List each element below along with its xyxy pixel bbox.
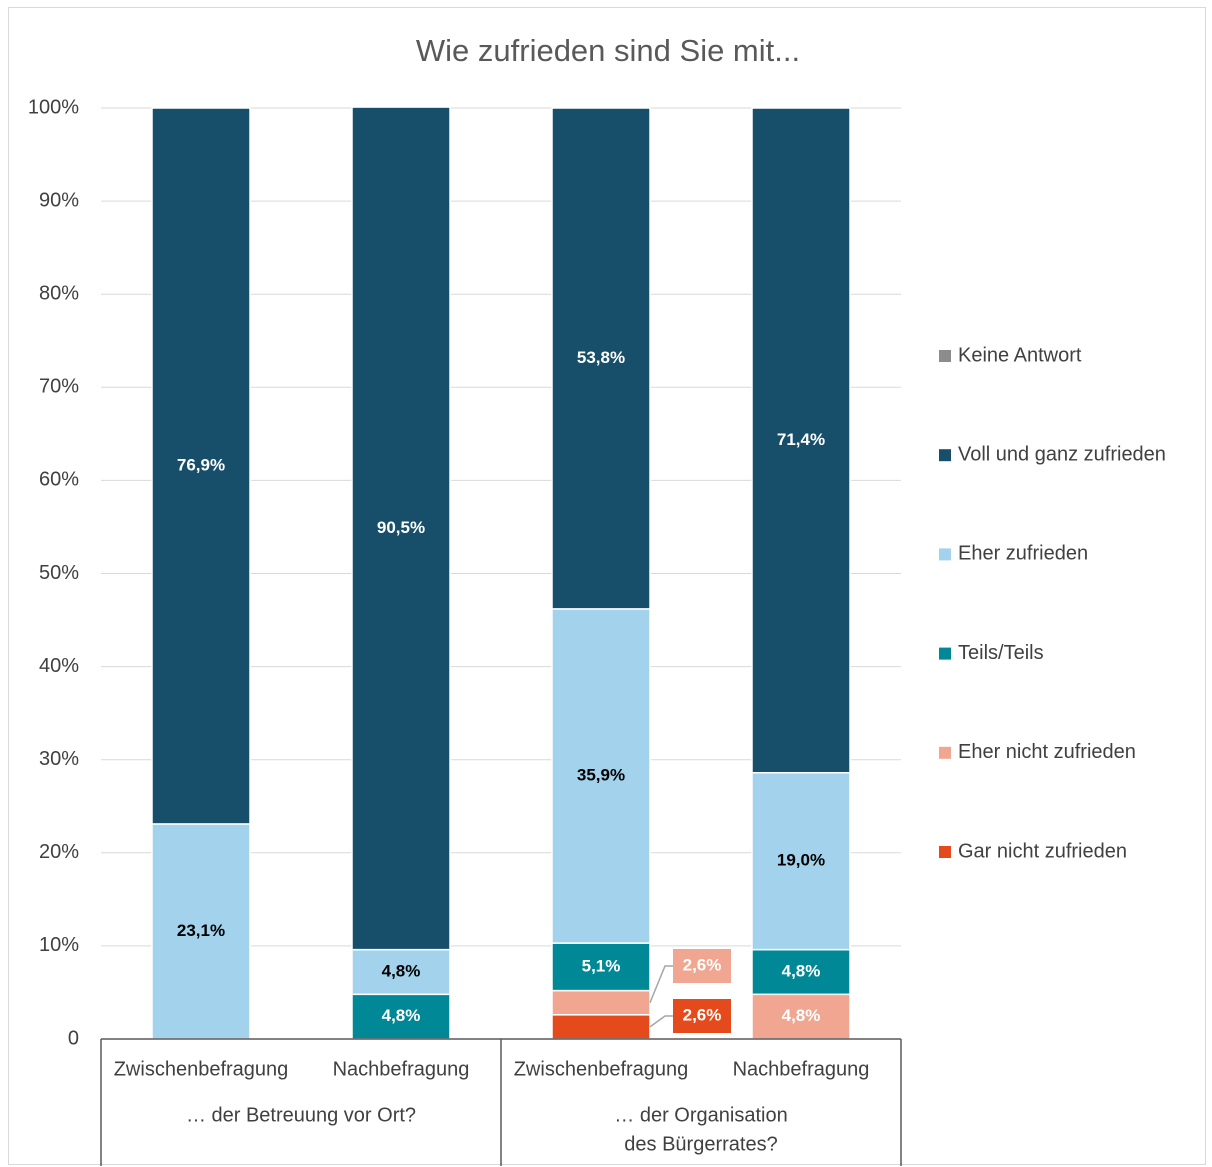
data-label: 71,4% <box>777 430 825 449</box>
bar-segment <box>151 107 251 825</box>
bar-segment <box>751 771 851 951</box>
y-tick-label: 50% <box>39 562 79 584</box>
callout-box <box>673 999 731 1033</box>
bar-segment <box>751 107 851 774</box>
y-tick-label: 100% <box>28 96 79 118</box>
data-label: 4,8% <box>382 961 421 980</box>
callout-label: 2,6% <box>683 1005 722 1024</box>
y-tick-label: 20% <box>39 841 79 863</box>
x-group-label: … der Betreuung vor Ort? <box>186 1104 416 1126</box>
legend-label: Keine Antwort <box>958 344 1082 366</box>
data-label: 4,8% <box>382 1006 421 1025</box>
legend-swatch <box>939 449 951 462</box>
bar-segment <box>551 989 651 1016</box>
y-tick-label: 40% <box>39 655 79 677</box>
legend-swatch <box>939 846 951 858</box>
bar-segment <box>551 942 651 992</box>
y-tick-label: 80% <box>39 282 79 304</box>
legend-swatch <box>939 746 951 759</box>
bar-segment <box>551 107 651 610</box>
y-tick-label: 90% <box>39 189 79 211</box>
legend-label: Gar nicht zufrieden <box>958 840 1127 862</box>
data-label: 23,1% <box>177 921 225 940</box>
legend-label: Eher zufrieden <box>958 543 1088 565</box>
data-label: 5,1% <box>582 956 621 975</box>
callout-leader-line <box>649 1015 673 1028</box>
y-tick-label: 60% <box>39 469 79 491</box>
x-tick-label: Nachbefragung <box>733 1058 870 1080</box>
callout-box <box>673 949 731 983</box>
bar-segment <box>351 106 451 951</box>
stacked-bar-chart: Wie zufrieden sind Sie mit... 0 10% 20% 30% 4… <box>28 33 1166 1166</box>
y-tick-label: 30% <box>39 748 79 770</box>
callout-leader-line <box>649 965 673 1003</box>
legend-swatch <box>939 350 951 362</box>
data-label: 4,8% <box>782 961 821 980</box>
chart-container: Wie zufrieden sind Sie mit... 0 10% 20% 30% 4… <box>8 7 1206 1166</box>
legend-label: Teils/Teils <box>958 642 1044 664</box>
chart-title: Wie zufrieden sind Sie mit... <box>416 33 800 68</box>
legend-label: Voll und ganz zufrieden <box>958 443 1166 465</box>
data-label: 53,8% <box>577 348 625 367</box>
data-label: 90,5% <box>377 518 425 537</box>
legend-swatch <box>939 647 951 660</box>
y-tick-label: 10% <box>39 934 79 956</box>
legend-label: Eher nicht zufrieden <box>958 741 1136 763</box>
bar-segment <box>551 608 651 944</box>
x-group-label: … der Organisation <box>614 1104 787 1126</box>
data-label: 4,8% <box>782 1006 821 1025</box>
x-tick-label: Zwischenbefragung <box>114 1058 289 1080</box>
callout-label: 2,6% <box>683 955 722 974</box>
x-tick-label: Zwischenbefragung <box>514 1058 689 1080</box>
legend-swatch <box>939 548 951 561</box>
bar-segment <box>351 948 451 996</box>
bar-segment <box>551 1014 651 1040</box>
y-tick-label: 70% <box>39 376 79 398</box>
y-tick-label: 0 <box>68 1027 79 1049</box>
data-label: 35,9% <box>577 765 625 784</box>
x-tick-label: Nachbefragung <box>333 1058 470 1080</box>
data-label: 19,0% <box>777 851 825 870</box>
data-label: 76,9% <box>177 455 225 474</box>
bar-segment <box>751 948 851 996</box>
x-group-label: des Bürgerrates? <box>624 1133 777 1155</box>
bar-segment <box>151 823 251 1040</box>
